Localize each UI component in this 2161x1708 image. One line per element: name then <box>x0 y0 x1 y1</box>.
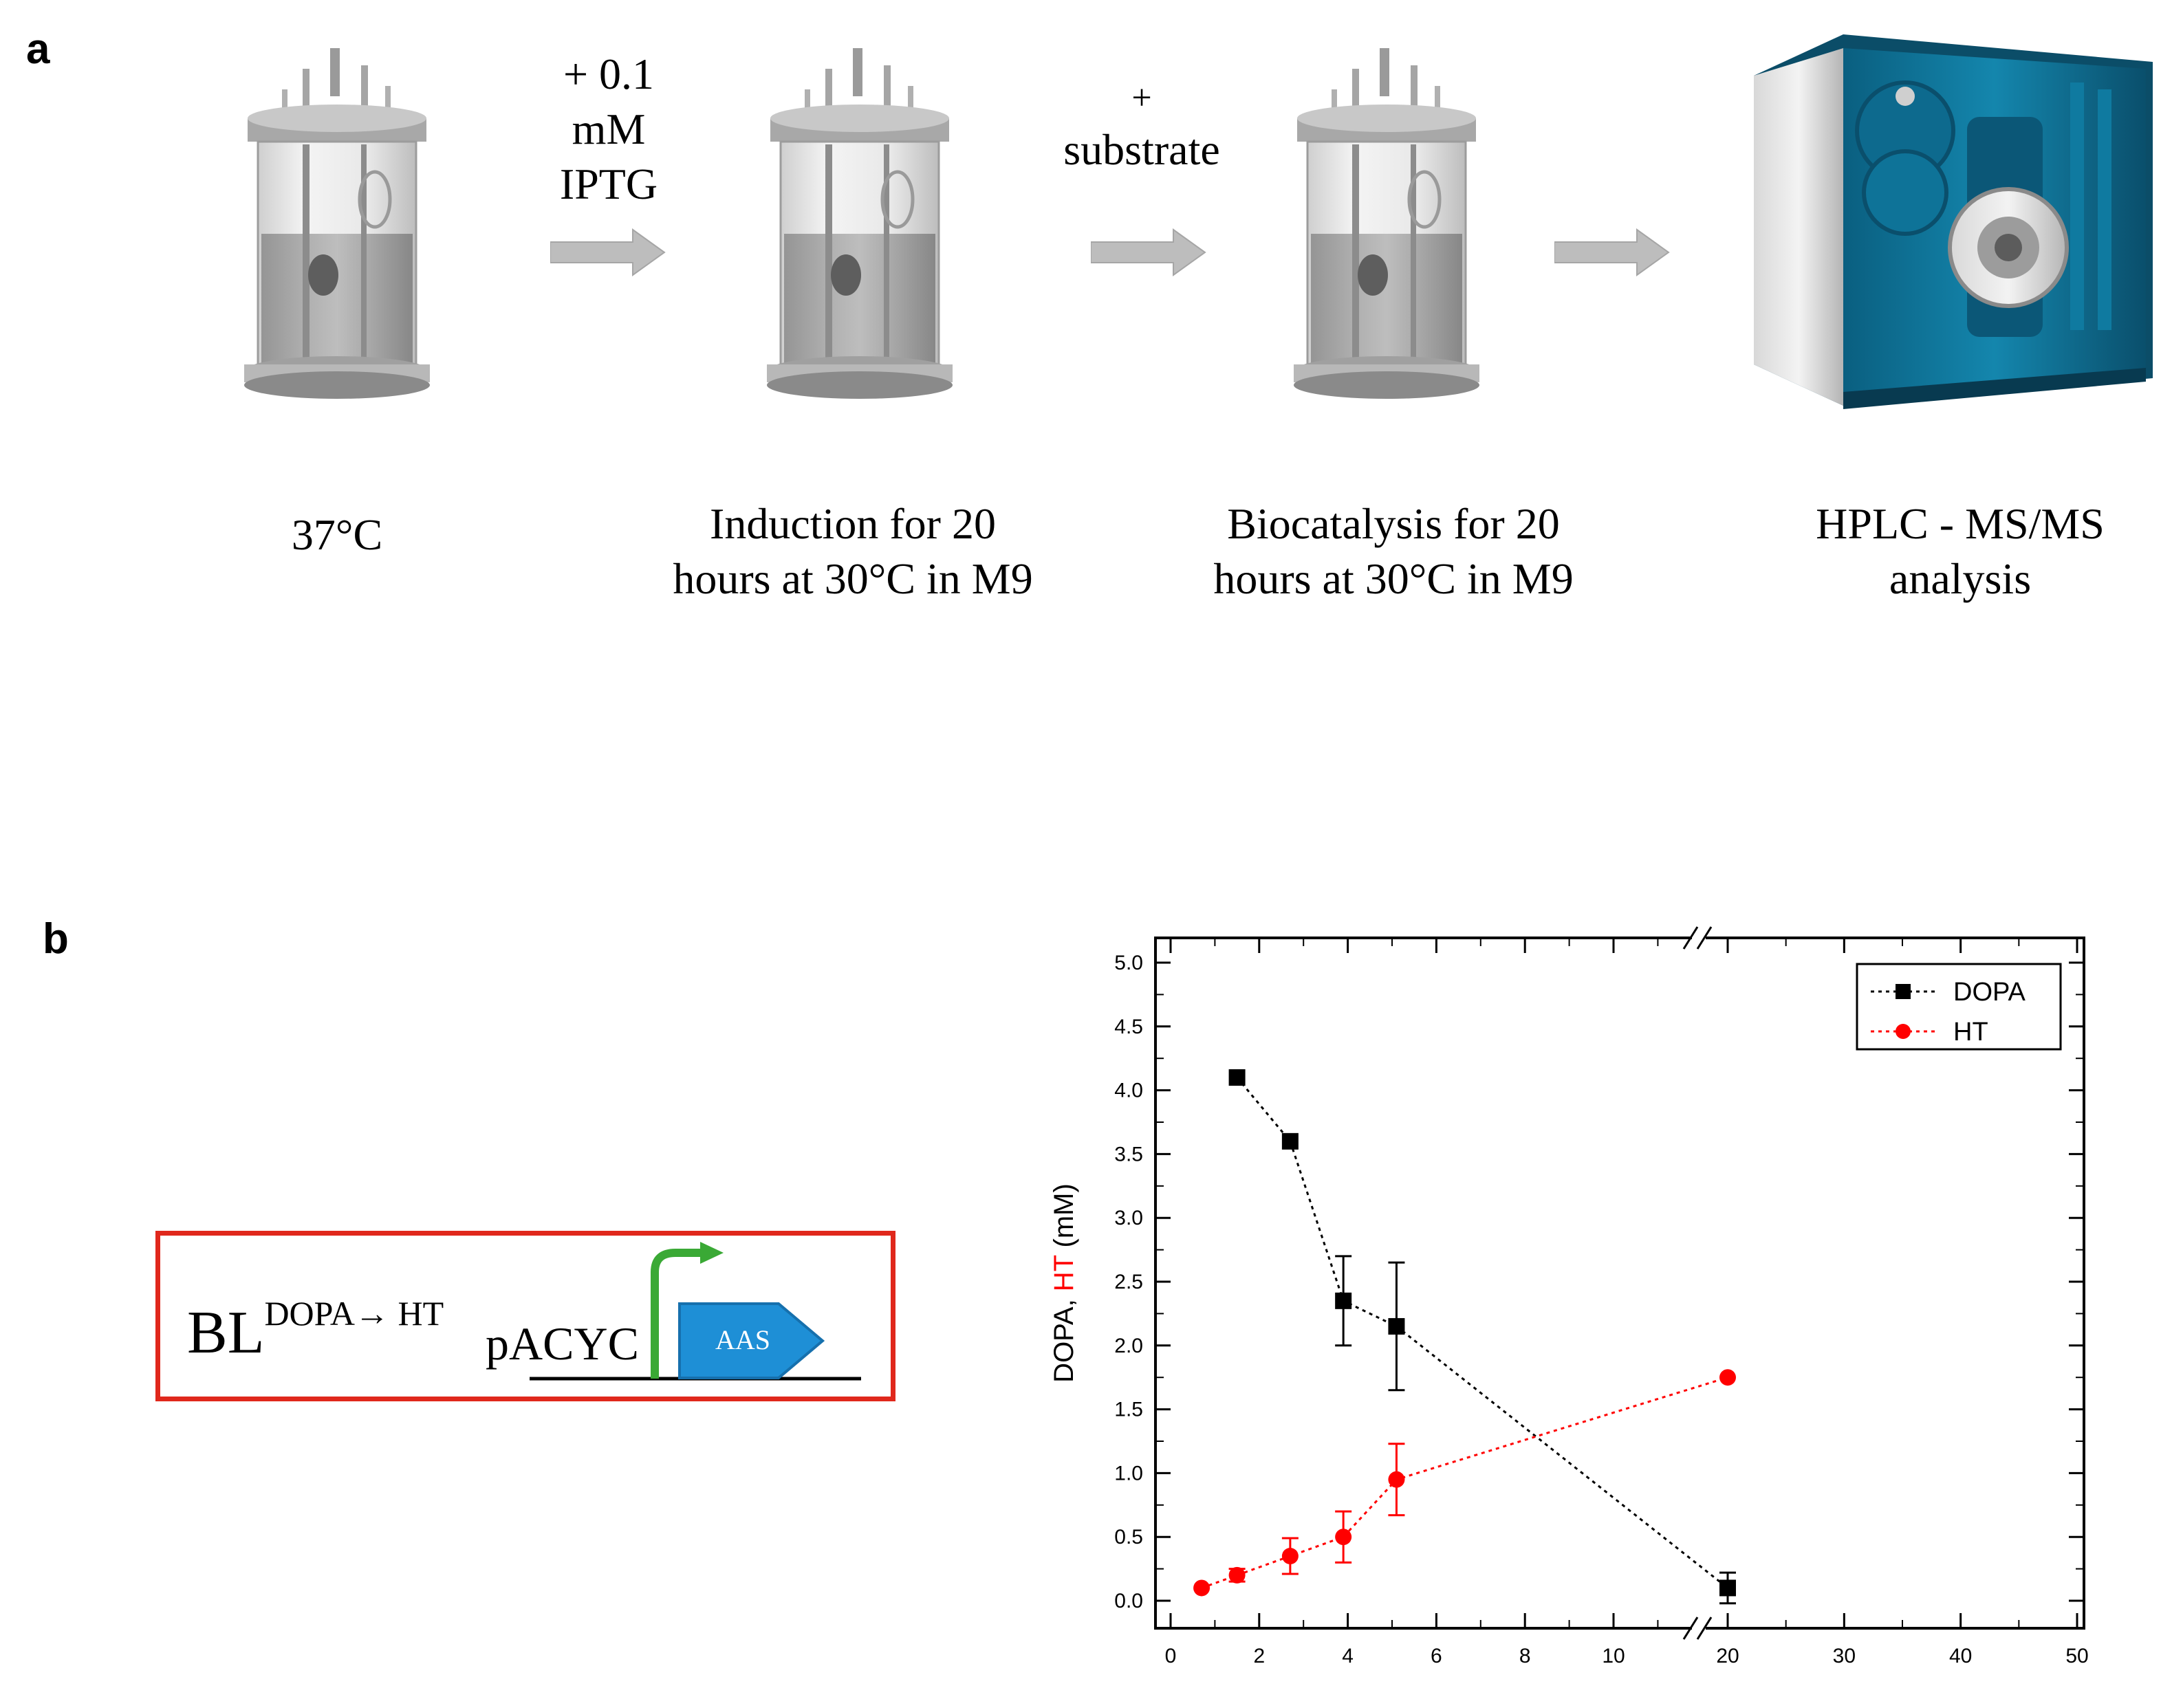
legend-label: DOPA <box>1953 978 2026 1007</box>
promoter-arrow-icon <box>651 1249 703 1379</box>
data-point-dopa <box>1388 1317 1405 1335</box>
step-line: 37°C <box>291 510 383 559</box>
data-point-dopa <box>1281 1132 1299 1150</box>
hplc-instrument-icon <box>1754 34 2153 409</box>
step-label-biocatalysis: Biocatalysis for 20 hours at 30°C in M9 <box>1160 496 1627 606</box>
data-point-ht <box>1228 1566 1246 1584</box>
panel-b-letter: b <box>43 915 69 963</box>
chart-plot-frame <box>1154 926 2085 1640</box>
y-tick-label: 3.0 <box>1114 1207 1143 1229</box>
panel-a-letter: a <box>26 25 50 73</box>
axis-break-mark <box>1696 1617 1713 1640</box>
process-arrow-1 <box>550 228 666 276</box>
bioreactor-icon <box>767 48 953 399</box>
legend-marker <box>1896 984 1911 999</box>
reagent-line: + 0.1 <box>563 50 655 98</box>
y-label-part: (mM) <box>1049 1183 1079 1255</box>
data-point-dopa <box>1335 1292 1352 1309</box>
reagent-line: + <box>1131 78 1152 118</box>
x-tick-label: 6 <box>1431 1645 1442 1667</box>
gene-block-icon <box>678 1302 825 1379</box>
data-point-ht <box>1281 1548 1299 1565</box>
y-tick-label: 1.0 <box>1114 1462 1143 1485</box>
y-tick-label: 2.5 <box>1114 1271 1143 1293</box>
data-point-ht <box>1335 1529 1352 1546</box>
x-tick-label: 30 <box>1833 1645 1856 1667</box>
data-point-ht <box>1719 1369 1736 1386</box>
chart-y-axis-label: DOPA, HT (mM) <box>1049 1183 1079 1383</box>
step-line: hours at 30°C in M9 <box>1213 554 1574 603</box>
y-tick-label: 0.0 <box>1114 1590 1143 1612</box>
data-point-ht <box>1193 1579 1210 1597</box>
data-point-dopa <box>1228 1069 1246 1086</box>
construct-map <box>530 1242 861 1381</box>
plot-border <box>1154 937 2085 1630</box>
bioreactor-icon <box>244 48 430 399</box>
legend-label: HT <box>1953 1018 1988 1047</box>
process-arrow-3 <box>1554 228 1670 276</box>
y-tick-label: 0.5 <box>1114 1526 1143 1548</box>
step-line: HPLC - MS/MS <box>1816 499 2105 548</box>
x-tick-label: 4 <box>1342 1645 1354 1667</box>
x-tick-label: 10 <box>1602 1645 1625 1667</box>
promoter-arrowhead-icon <box>700 1242 724 1264</box>
y-tick-label: 2.0 <box>1114 1335 1143 1357</box>
step-line: Induction for 20 <box>710 499 996 548</box>
reagent-line: IPTG <box>559 160 658 208</box>
strain-label: BLDOPA→ HT <box>187 1279 444 1368</box>
chart-series-layer <box>1193 1069 1736 1605</box>
x-tick-label: 2 <box>1253 1645 1265 1667</box>
chart-y-ticks: 0.0 0.5 1.0 1.5 2.0 2.5 3.0 3.5 4.0 4.5 5.0 <box>1114 952 2084 1612</box>
gene-label: AAS <box>715 1324 771 1355</box>
step-label-induction: Induction for 20 hours at 30°C in M9 <box>619 496 1087 606</box>
step-line: analysis <box>1889 554 2032 603</box>
y-label-part: HT <box>1049 1255 1079 1291</box>
reagent-line: mM <box>572 105 646 153</box>
x-tick-label: 50 <box>2065 1645 2088 1667</box>
process-arrow-2 <box>1091 228 1206 276</box>
x-tick-label: 20 <box>1716 1645 1739 1667</box>
reagent-substrate-label: + substrate <box>1025 74 1259 177</box>
x-tick-label: 40 <box>1949 1645 1972 1667</box>
step-line: hours at 30°C in M9 <box>673 554 1033 603</box>
axis-break-mark <box>1696 926 1713 950</box>
axis-break-mark <box>1682 1617 1699 1640</box>
reagent-line: substrate <box>1063 125 1220 174</box>
step-line: Biocatalysis for 20 <box>1227 499 1560 548</box>
data-point-ht <box>1388 1471 1405 1488</box>
chart-legend: DOPA HT <box>1856 963 2062 1051</box>
data-point-dopa <box>1719 1579 1736 1597</box>
legend-box <box>1856 963 2062 1051</box>
step-label-analysis: HPLC - MS/MS analysis <box>1733 496 2161 606</box>
series-line-ht <box>1201 1376 1728 1589</box>
chart-x-ticks: 0 2 4 6 8 10 20 30 40 50 <box>1165 938 2089 1667</box>
series-line-dopa <box>1236 1077 1728 1589</box>
step-label-growth: 37°C <box>193 507 481 562</box>
x-tick-label: 0 <box>1165 1645 1177 1667</box>
y-tick-label: 1.5 <box>1114 1399 1143 1421</box>
strain-name: BL <box>187 1300 265 1366</box>
legend-marker <box>1896 1024 1911 1039</box>
y-tick-label: 3.5 <box>1114 1143 1143 1165</box>
reagent-iptg-label: + 0.1 mM IPTG <box>509 47 708 212</box>
time-course-chart: 0.0 0.5 1.0 1.5 2.0 2.5 3.0 3.5 4.0 4.5 5.0 0 2 4 6 8 1… <box>1049 926 2089 1667</box>
bioreactor-icon <box>1294 48 1479 399</box>
strain-superscript: DOPA→ HT <box>264 1294 444 1333</box>
y-tick-label: 5.0 <box>1114 952 1143 974</box>
plasmid-name: pACYC <box>486 1317 639 1370</box>
y-tick-label: 4.5 <box>1114 1016 1143 1038</box>
y-tick-label: 4.0 <box>1114 1080 1143 1102</box>
x-tick-label: 8 <box>1519 1645 1531 1667</box>
axis-break-mark <box>1682 926 1699 950</box>
y-label-part: DOPA, <box>1049 1291 1079 1383</box>
